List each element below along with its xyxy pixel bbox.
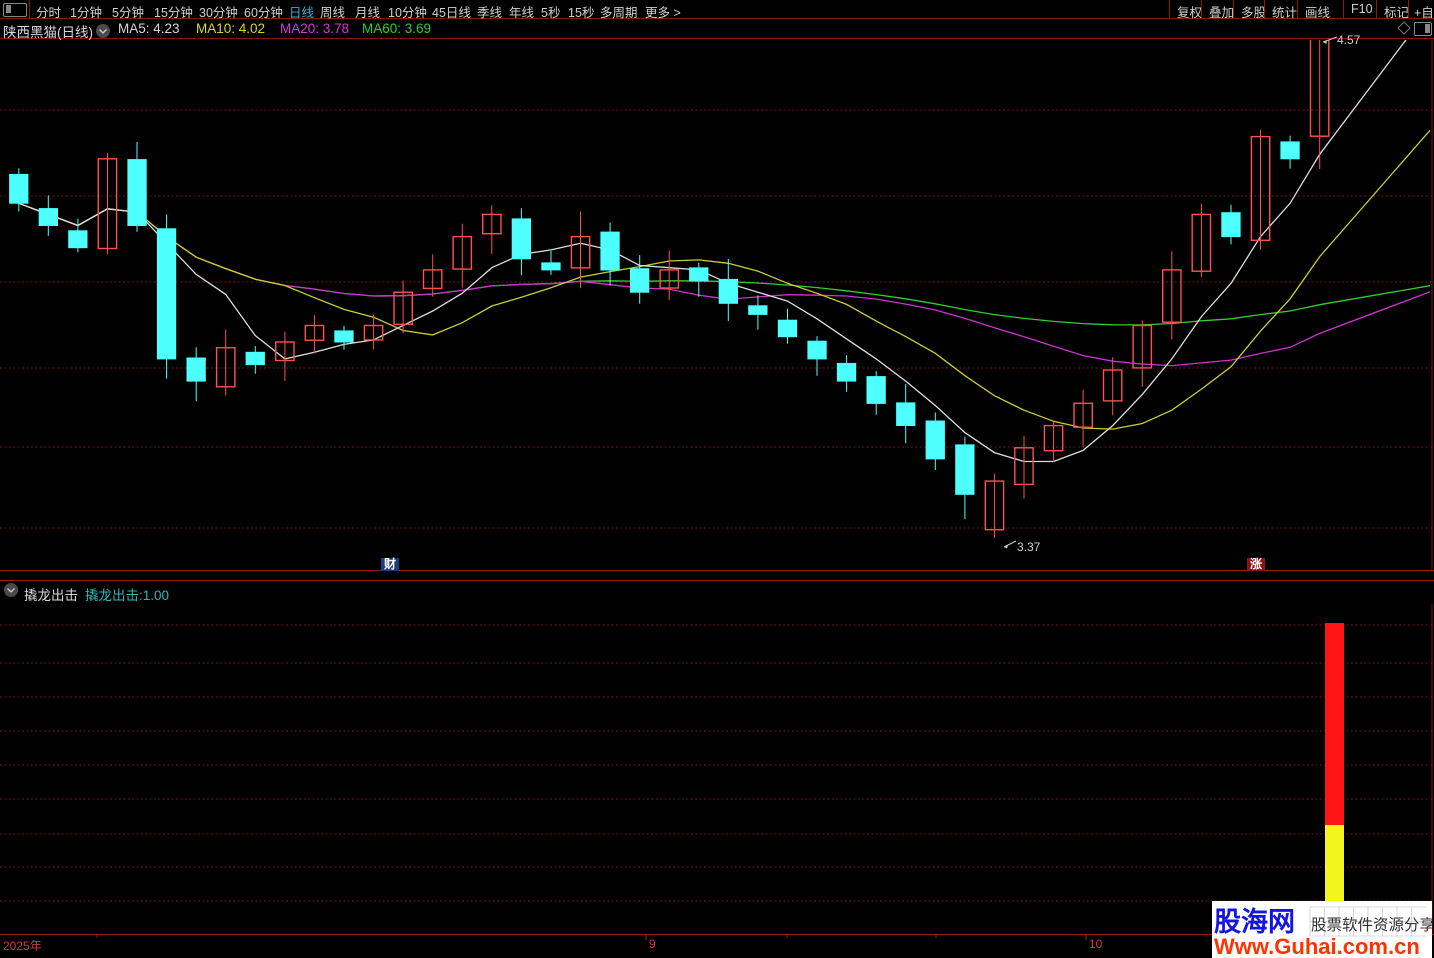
svg-text:Www.Guhai.com.cn: Www.Guhai.com.cn (1214, 934, 1420, 958)
svg-text:股海网: 股海网 (1214, 907, 1295, 937)
svg-text:股票软件资源分享: 股票软件资源分享 (1311, 916, 1432, 934)
